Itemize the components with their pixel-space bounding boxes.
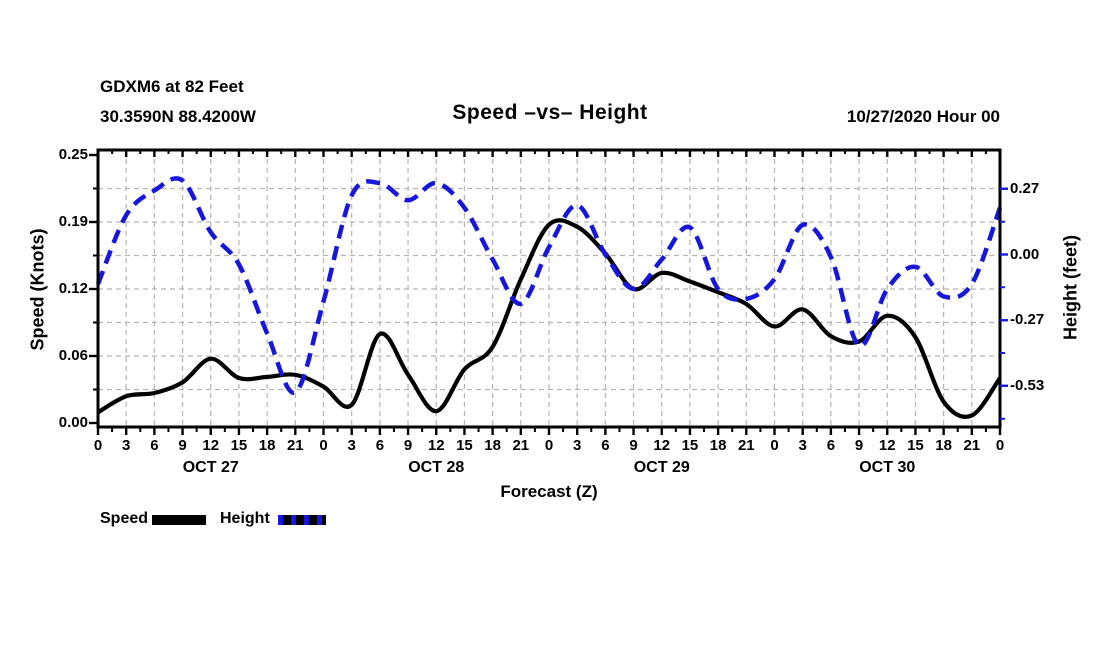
x-hour-tick-label: 9 [854, 437, 864, 454]
forecast-run-datetime: 10/27/2020 Hour 00 [846, 107, 1000, 126]
x-hour-tick-label: 15 [681, 437, 699, 454]
x-hour-tick-label: 12 [878, 437, 896, 454]
y-left-tick-label: 0.19 [58, 213, 88, 230]
x-hour-tick-label: 21 [963, 437, 981, 454]
x-hour-tick-label: 6 [375, 437, 385, 454]
x-hour-tick-label: 3 [798, 437, 807, 454]
x-hour-tick-label: 18 [484, 437, 501, 454]
x-hour-tick-label: 18 [709, 437, 727, 454]
y-right-tick-label: 0.27 [1010, 179, 1040, 197]
legend-speed-label: Speed [100, 510, 149, 527]
legend-height-line-swatch [278, 515, 326, 525]
y-left-tick-label: 0.12 [58, 280, 88, 297]
x-hour-tick-label: 15 [907, 437, 924, 454]
x-hour-tick-label: 21 [512, 437, 530, 454]
x-day-label: OCT 30 [859, 459, 916, 476]
x-hour-tick-label: 18 [935, 437, 952, 454]
x-hour-tick-label: 0 [770, 437, 779, 454]
x-hour-tick-label: 3 [347, 437, 356, 454]
x-hour-tick-label: 15 [230, 437, 248, 454]
x-hour-tick-label: 3 [122, 437, 131, 454]
y-left-tick-label: 0.25 [58, 146, 88, 163]
series-line-height [95, 176, 1003, 395]
x-hour-tick-label: 6 [150, 437, 159, 454]
x-hour-tick-label: 6 [601, 437, 610, 454]
x-hour-tick-label: 0 [544, 437, 554, 454]
x-day-label: OCT 29 [633, 459, 690, 476]
x-hour-tick-label: 18 [258, 437, 276, 454]
y-left-tick-label: 0.00 [58, 414, 88, 431]
legend-height-label: Height [220, 510, 270, 527]
y-right-tick-label: -0.53 [1010, 376, 1045, 394]
x-hour-tick-label: 3 [573, 437, 582, 454]
x-day-label: OCT 28 [408, 459, 465, 476]
x-hour-tick-label: 0 [93, 437, 103, 454]
x-hour-tick-label: 12 [653, 437, 671, 454]
x-hour-tick-label: 9 [403, 437, 413, 454]
x-hour-tick-label: 9 [629, 437, 638, 454]
station-id: GDXM6 at 82 Feet [100, 77, 244, 96]
y-right-tick-label: 0.00 [1010, 245, 1040, 263]
x-hour-tick-label: 0 [995, 437, 1005, 454]
station-coordinates: 30.3590N 88.4200W [100, 107, 256, 126]
series-line-speed [96, 218, 1002, 419]
x-hour-tick-label: 12 [427, 437, 445, 454]
chart-title: Speed –vs– Height [452, 101, 648, 124]
x-hour-tick-label: 21 [286, 437, 304, 454]
x-day-label: OCT 27 [182, 459, 239, 476]
x-hour-tick-label: 0 [319, 437, 328, 454]
x-hour-tick-label: 15 [456, 437, 473, 454]
x-hour-tick-label: 9 [178, 437, 187, 454]
x-hour-tick-label: 21 [737, 437, 755, 454]
x-hour-tick-label: 12 [202, 437, 220, 454]
y-left-tick-label: 0.06 [58, 347, 88, 364]
y-right-tick-label: -0.27 [1010, 311, 1045, 329]
x-axis-title: Forecast (Z) [500, 482, 598, 501]
legend-speed-line-swatch [152, 515, 206, 525]
x-hour-tick-label: 6 [826, 437, 836, 454]
